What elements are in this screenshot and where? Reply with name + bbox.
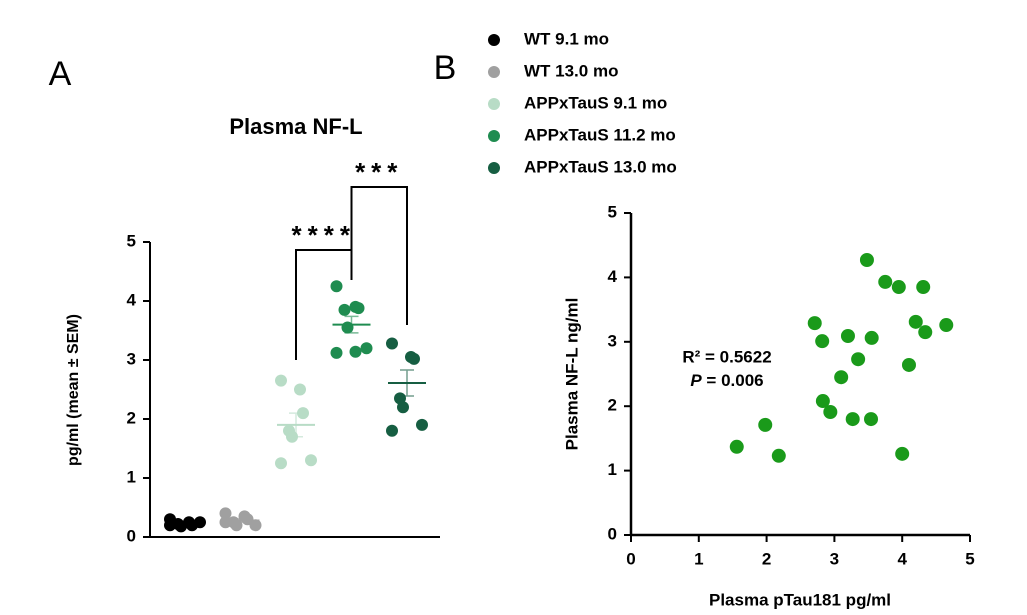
data-point [219,507,232,520]
data-point [330,346,343,359]
legend-label: APPxTauS 13.0 mo [524,157,677,176]
legend-label: WT 13.0 mo [524,61,618,80]
data-point [918,325,933,340]
data-point [338,303,351,316]
y-tick-label: 1 [127,467,136,486]
data-point [294,383,306,396]
data-point [840,329,855,344]
x-tick-label: 2 [762,549,771,568]
y-tick-label: 4 [127,290,137,309]
y-tick-label: 3 [608,331,617,350]
p-value: P = 0.006 [690,371,763,390]
x-tick-label: 0 [626,549,635,568]
legend-label: WT 9.1 mo [524,29,609,48]
data-point [397,401,409,414]
data-point [878,274,893,289]
data-point [386,424,398,437]
data-point [834,370,849,385]
data-point [416,418,428,431]
data-point [360,342,373,355]
data-point [864,330,879,345]
y-tick-label: 2 [127,408,136,427]
x-tick-label: 1 [694,549,703,568]
data-point [823,404,838,419]
data-point [349,345,362,358]
data-point [275,457,287,470]
data-point [352,302,365,315]
data-point [845,412,860,427]
y-tick-label: 5 [608,202,617,221]
y-tick-label: 0 [127,526,136,545]
sem-bar [289,412,303,438]
data-point [305,454,317,467]
legend-marker [488,66,500,78]
panel-label: B [434,49,457,87]
data-point [815,394,830,409]
y-tick-label: 2 [608,396,617,415]
data-point [275,374,287,387]
x-axis-label: Plasma pTau181 pg/ml [709,590,891,609]
data-point [851,352,866,367]
data-point [895,446,910,461]
x-tick-label: 4 [897,549,907,568]
y-tick-label: 5 [127,231,136,250]
legend-label: APPxTauS 9.1 mo [524,93,667,112]
y-axis-label: Plasma NF-L ng/ml [562,298,581,451]
legend-marker [488,162,500,174]
data-point [807,316,822,331]
sem-bar [178,521,192,526]
data-point [916,280,931,295]
r-squared: R² = 0.5622 [682,347,771,366]
y-axis-label: pg/ml (mean ± SEM) [65,314,82,466]
data-point [771,448,786,463]
legend-label: APPxTauS 11.2 mo [524,125,676,144]
data-point [386,337,398,350]
significance-bracket [350,186,408,325]
p-text: = 0.006 [702,371,764,390]
y-tick-label: 0 [608,524,617,543]
x-tick-label: 5 [965,549,974,568]
significance-label: *** [355,157,403,187]
data-point [164,519,176,532]
data-point [908,314,923,329]
p-symbol: P [690,371,702,390]
data-point [194,516,206,529]
legend-marker [488,34,500,46]
y-tick-label: 3 [127,349,136,368]
data-point [408,352,420,365]
data-point [729,439,744,454]
data-point [219,516,232,529]
data-point [330,280,343,293]
data-point [815,334,830,349]
sem-bar [344,315,359,334]
data-point [249,519,262,532]
chart-title: Plasma NF-L [229,114,362,139]
panel-label: A [49,55,72,93]
data-point [901,357,916,372]
x-tick-label: 3 [830,549,839,568]
data-point [891,280,906,295]
data-point [864,412,879,427]
data-point [859,253,874,268]
legend-marker [488,130,500,142]
sem-bar [400,369,414,397]
y-tick-label: 1 [608,460,617,479]
data-point [939,318,954,333]
legend-marker [488,98,500,110]
sem-bar [233,517,248,523]
data-point [758,417,773,432]
significance-label: **** [292,220,356,250]
y-tick-label: 4 [608,267,618,286]
